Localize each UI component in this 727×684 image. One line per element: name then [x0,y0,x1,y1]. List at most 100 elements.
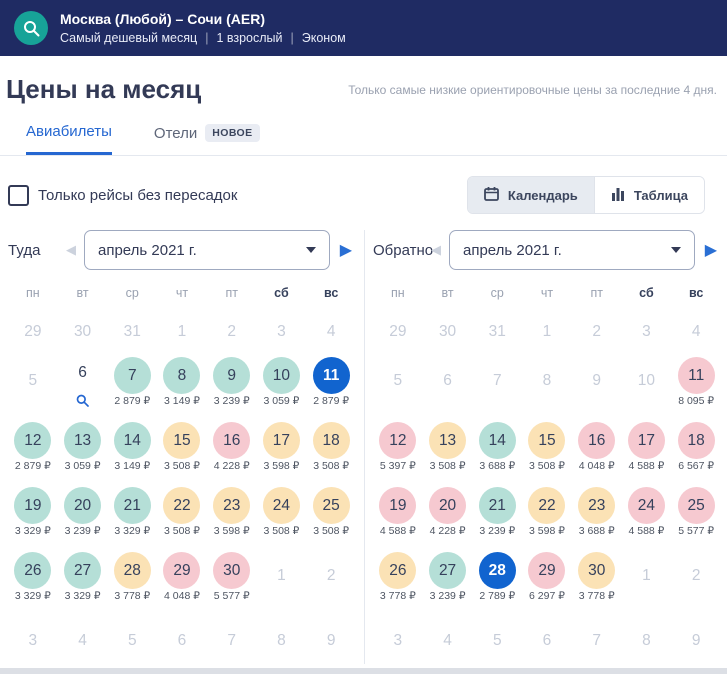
day-number: 2 [227,322,237,340]
search-icon[interactable] [14,11,48,45]
calendar-day-14[interactable]: 14 3 688 ₽ [472,422,522,485]
calendar-day-15[interactable]: 15 3 508 ₽ [157,422,207,485]
day-price: 3 598 ₽ [529,525,565,537]
calendar-day-24[interactable]: 24 4 588 ₽ [622,487,672,550]
calendar-day-13[interactable]: 13 3 508 ₽ [423,422,473,485]
search-summary[interactable]: Москва (Любой) – Сочи (AER) Самый дешевы… [60,11,346,45]
tab-flights[interactable]: Авиабилеты [26,123,112,155]
calendar-day-29[interactable]: 29 4 048 ₽ [157,552,207,615]
calendar-day-4: 4 [671,308,721,355]
calendar-day-24[interactable]: 24 3 508 ₽ [257,487,307,550]
day-price: 4 048 ₽ [578,460,615,472]
calendar-day-26[interactable]: 26 3 329 ₽ [8,552,58,615]
day-number: 2 [592,322,602,340]
day-number: 1 [177,322,187,340]
month-select[interactable]: апрель 2021 г. [84,230,330,270]
calendar-day-30[interactable]: 30 3 778 ₽ [572,552,622,615]
day-number: 1 [642,566,651,584]
separator: | [290,31,294,45]
calendar-day-18[interactable]: 18 6 567 ₽ [671,422,721,485]
calendar-day-16[interactable]: 16 4 228 ₽ [207,422,257,485]
prev-month-button[interactable]: ◀ [431,242,441,257]
day-number: 23 [578,487,616,524]
calendar-day-28[interactable]: 28 3 778 ₽ [107,552,157,615]
next-month-button[interactable]: ▶ [704,242,717,259]
day-number: 24 [262,487,300,524]
calendar-day-18[interactable]: 18 3 508 ₽ [306,422,356,485]
day-price: 2 879 ₽ [14,460,51,472]
calendar-day-16[interactable]: 16 4 048 ₽ [572,422,622,485]
calendar-day-21[interactable]: 21 3 329 ₽ [107,487,157,550]
calendar-day-23[interactable]: 23 3 598 ₽ [207,487,257,550]
calendar-day-25[interactable]: 25 3 508 ₽ [306,487,356,550]
day-number: 9 [213,357,251,394]
calendar-day-27[interactable]: 27 3 329 ₽ [58,552,108,615]
calendar-day-19[interactable]: 19 4 588 ₽ [373,487,423,550]
calendar-day-5: 5 [472,617,522,664]
calendar-day-13[interactable]: 13 3 059 ₽ [58,422,108,485]
day-price: 3 508 ₽ [164,460,200,472]
calendar-day-11[interactable]: 11 8 095 ₽ [671,357,721,420]
day-number: 27 [429,552,467,589]
calendar-day-29[interactable]: 29 6 297 ₽ [522,552,572,615]
day-number: 29 [24,322,42,340]
calendar-day-17[interactable]: 17 4 588 ₽ [622,422,672,485]
calendar-day-27[interactable]: 27 3 239 ₽ [423,552,473,615]
day-number: 14 [478,422,516,459]
day-number: 30 [438,322,457,340]
calendar-day-20[interactable]: 20 3 239 ₽ [58,487,108,550]
day-number: 22 [163,487,201,524]
prev-month-button[interactable]: ◀ [66,242,76,257]
table-view-button[interactable]: Таблица [593,177,704,213]
calendar-day-25[interactable]: 25 5 577 ₽ [671,487,721,550]
day-number: 8 [542,371,552,389]
day-number: 9 [326,631,336,649]
weekday-row: пн вт ср чт пт сб вс [373,286,721,300]
day-number: 13 [429,422,467,459]
day-price: 3 329 ₽ [14,525,51,537]
calendar-view-button[interactable]: Календарь [467,177,594,213]
tab-hotels[interactable]: Отели НОВОЕ [154,123,260,155]
calendar-day-22[interactable]: 22 3 508 ₽ [157,487,207,550]
calendar-day-22[interactable]: 22 3 598 ₽ [522,487,572,550]
calendar-day-12[interactable]: 12 2 879 ₽ [8,422,58,485]
direct-flights-checkbox[interactable]: Только рейсы без пересадок [8,184,237,206]
calendar-day-26[interactable]: 26 3 778 ₽ [373,552,423,615]
day-price: 3 149 ₽ [114,460,151,472]
calendar-day-6[interactable]: 6 [58,357,108,407]
checkbox-icon[interactable] [8,184,29,206]
calendar-day-20[interactable]: 20 4 228 ₽ [423,487,473,550]
calendar-day-30[interactable]: 30 5 577 ₽ [207,552,257,615]
calendar-day-23[interactable]: 23 3 688 ₽ [572,487,622,550]
day-number: 25 [312,487,350,524]
calendar-day-21[interactable]: 21 3 239 ₽ [472,487,522,550]
calendar-day-14[interactable]: 14 3 149 ₽ [107,422,157,485]
calendar-day-15[interactable]: 15 3 508 ₽ [522,422,572,485]
calendar-day-12[interactable]: 12 5 397 ₽ [373,422,423,485]
month-select-value: апрель 2021 г. [463,241,562,259]
day-price: 4 228 ₽ [213,460,250,472]
calendar-day-17[interactable]: 17 3 598 ₽ [257,422,307,485]
calendar-day-2: 2 [207,308,257,355]
calendar-day-11[interactable]: 11 2 879 ₽ [306,357,356,420]
day-number: 18 [312,422,350,459]
day-number: 10 [262,357,300,394]
calendar-day-29: 29 [8,308,58,355]
day-number: 5 [127,631,137,649]
calendar-day-28[interactable]: 28 2 789 ₽ [472,552,522,615]
day-price: 3 508 ₽ [429,460,466,472]
next-month-button[interactable]: ▶ [339,242,352,259]
tab-hotels-label: Отели [153,124,198,142]
day-number: 7 [492,371,502,389]
calendar-day-19[interactable]: 19 3 329 ₽ [8,487,58,550]
weekday-label: чт [175,286,189,300]
calendar-day-3: 3 [8,617,58,664]
day-number: 1 [542,322,552,340]
month-select[interactable]: апрель 2021 г. [449,230,695,270]
calendar-day-10[interactable]: 10 3 059 ₽ [257,357,307,420]
calendar-outbound: Туда ◀ апрель 2021 г. ▶ пн вт ср чт пт сб вс 2… [8,230,356,664]
prices-disclaimer: Только самые низкие ориентировочные цены… [348,82,717,97]
